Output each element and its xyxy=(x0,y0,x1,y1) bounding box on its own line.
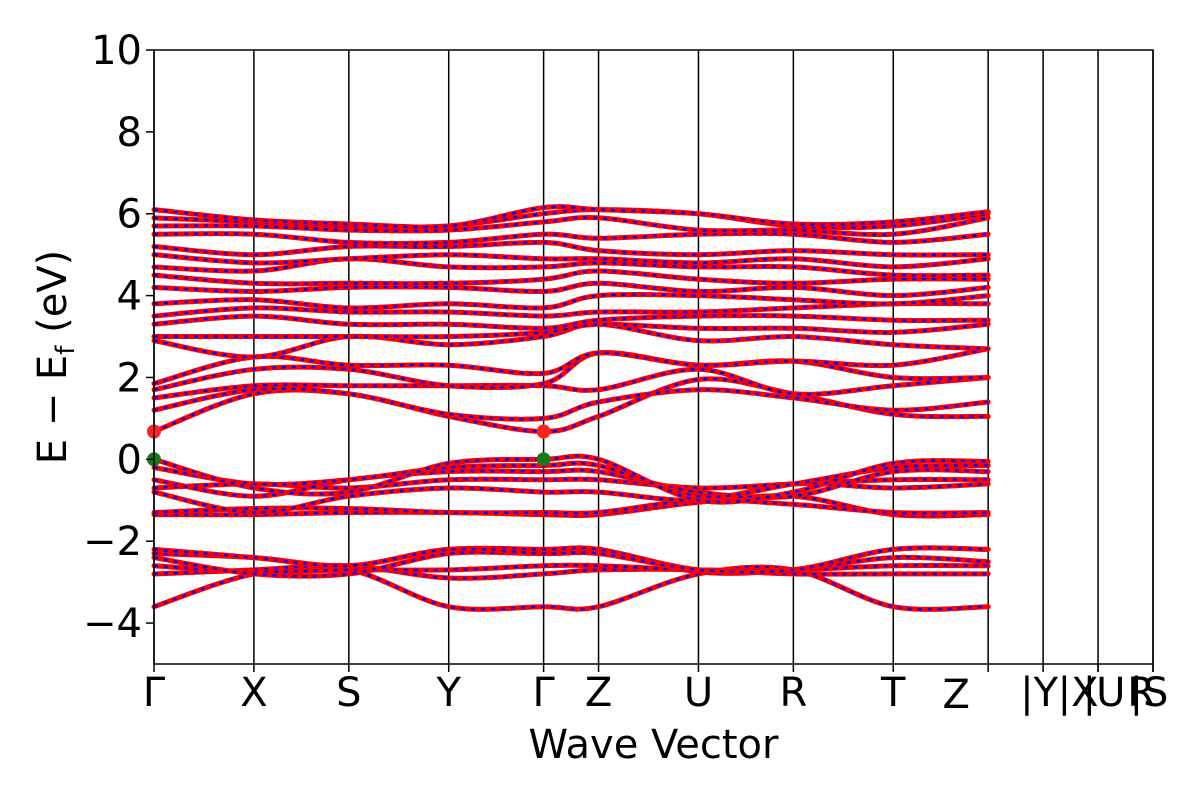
band-line-dash xyxy=(153,282,989,297)
vbm-marker xyxy=(536,452,551,467)
band-line xyxy=(151,386,991,422)
band-line xyxy=(151,313,991,331)
x-tick-label: T xyxy=(880,670,906,716)
x-axis: Γ X S Y Γ Z U R T Z |Y |X|U |SR xyxy=(143,664,1169,718)
y-tick-label: 4 xyxy=(117,274,142,320)
x-tick-label: Z xyxy=(942,672,969,718)
x-tick-label: |Y xyxy=(1020,670,1058,716)
band-line-dash xyxy=(153,565,989,611)
y-tick-label: 6 xyxy=(117,192,142,238)
band-line-dash xyxy=(153,216,989,236)
x-tick-label: Z xyxy=(585,670,612,716)
band-line-dash xyxy=(153,564,989,574)
bands-layer xyxy=(151,204,991,612)
y-tick-label: −2 xyxy=(83,519,142,565)
band-line-dash xyxy=(153,208,989,229)
y-tick-label: 2 xyxy=(117,355,142,401)
band-line-dash xyxy=(153,482,989,514)
band-line-dash xyxy=(153,241,989,257)
band-line-dash xyxy=(153,387,989,421)
y-axis-label: E − Ef (eV) xyxy=(30,250,81,465)
x-tick-label: R xyxy=(779,670,807,716)
band-line-dash xyxy=(153,546,989,574)
band-line-dash xyxy=(153,498,989,515)
band-line-dash xyxy=(153,546,989,574)
x-tick-label: Y xyxy=(435,670,461,716)
band-line-dash xyxy=(153,302,989,318)
y-axis-label-suffix: (eV) xyxy=(30,250,76,346)
band-line-dash xyxy=(153,368,989,400)
x-tick-label: |X xyxy=(1058,670,1099,716)
band-line-dash xyxy=(153,293,989,310)
band-line-dash xyxy=(153,257,989,277)
x-tick-label: X xyxy=(240,670,267,716)
y-tick-label: 0 xyxy=(117,437,142,483)
y-tick-label: −4 xyxy=(83,601,142,647)
x-tick-label: S xyxy=(336,670,361,716)
x-tick-label: U xyxy=(684,670,713,716)
band-line-dash xyxy=(153,564,989,580)
x-tick-label: |U xyxy=(1083,670,1126,716)
x-axis-label: Wave Vector xyxy=(529,722,780,768)
cbm-marker xyxy=(536,424,551,439)
x-tick-label: |S xyxy=(1130,670,1169,716)
y-axis: −4 −2 0 2 4 6 8 10 xyxy=(83,28,154,647)
band-line-dash xyxy=(153,205,989,229)
band-line xyxy=(151,349,991,393)
y-tick-label: 8 xyxy=(117,110,142,156)
band-line-dash xyxy=(153,347,989,385)
y-axis-label-prefix: E − E xyxy=(30,355,76,465)
band-line-dash xyxy=(153,314,989,330)
y-tick-label: 10 xyxy=(91,28,142,74)
y-axis-label-subscript: f xyxy=(51,345,81,355)
plot-frame xyxy=(153,49,1154,665)
band-line-dash xyxy=(153,454,989,504)
x-tick-label: Γ xyxy=(143,670,166,716)
band-line-dash xyxy=(153,322,989,339)
x-tick-label: Γ xyxy=(532,670,555,716)
x-tick-label: R xyxy=(1127,670,1155,716)
band-line-dash xyxy=(153,269,989,286)
band-line-dash xyxy=(153,253,989,269)
band-line-dash xyxy=(153,232,989,245)
